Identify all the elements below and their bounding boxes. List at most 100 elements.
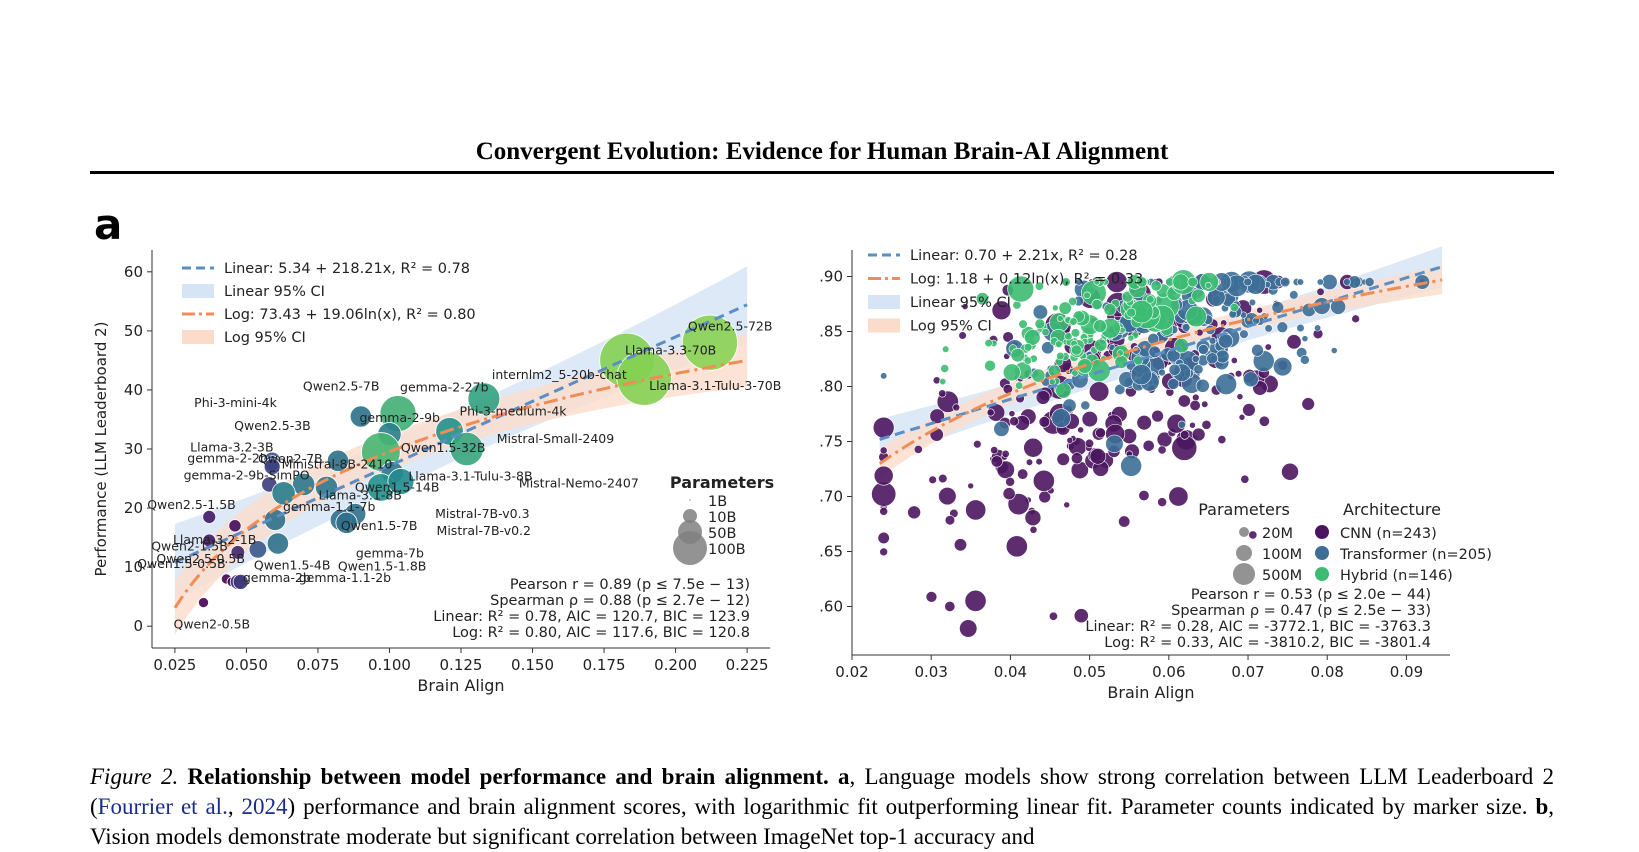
- data-point: [1148, 345, 1161, 359]
- log-ci-band: [879, 265, 1443, 478]
- y-tick-label: 0.60: [820, 598, 843, 616]
- data-point: [944, 601, 956, 612]
- data-point: [1258, 415, 1270, 427]
- data-point: [1048, 611, 1058, 621]
- point-label: Llama-3.2-3B: [190, 440, 273, 455]
- chart-a: a Qwen2.5-72B Llama-3.3-70B Llama-3.1-Tulu-…: [92, 200, 781, 695]
- panel-label: a: [94, 205, 122, 249]
- point-label: gemma-2-9b: [359, 410, 440, 425]
- data-point: [907, 505, 921, 520]
- data-point: [1068, 297, 1077, 306]
- x-tick-label: 0.225: [726, 656, 769, 674]
- data-point: [1238, 413, 1246, 421]
- data-point: [984, 359, 996, 372]
- y-tick-label: 0.85: [820, 323, 843, 341]
- data-point: [1177, 420, 1186, 429]
- data-point: [1008, 410, 1016, 418]
- architecture-legend-marker: [1315, 525, 1329, 539]
- data-point: [880, 372, 888, 380]
- data-point: [1052, 304, 1059, 312]
- data-point: [941, 345, 950, 353]
- data-point: [1316, 278, 1324, 286]
- data-point: [991, 300, 1012, 321]
- y-tick-label: 0.65: [820, 543, 843, 561]
- data-point: [1240, 474, 1250, 484]
- data-point: [990, 455, 1003, 468]
- data-point: [1189, 421, 1196, 429]
- point-label: gemma-1.1-2b: [299, 570, 391, 585]
- point-label: Llama-3.3-70B: [625, 342, 716, 357]
- data-point: [877, 531, 890, 545]
- page-title: Convergent Evolution: Evidence for Human…: [475, 138, 1169, 165]
- figure-caption: Figure 2. Relationship between model per…: [90, 762, 1554, 852]
- data-point: [349, 405, 372, 428]
- x-tick-label: 0.200: [654, 656, 697, 674]
- citation-author-link[interactable]: Fourrier et al.: [97, 794, 228, 819]
- data-point: [1025, 458, 1034, 466]
- legend-log-ci-text: Log 95% CI: [910, 319, 992, 335]
- data-point: [928, 475, 937, 485]
- point-label: gemma-2b: [243, 570, 311, 585]
- data-point: [984, 338, 993, 348]
- architecture-legend-label: CNN (n=243): [1340, 526, 1437, 542]
- point-label: Phi-3-mini-4k: [194, 395, 277, 410]
- data-point: [1158, 368, 1166, 377]
- data-point: [1071, 369, 1079, 377]
- data-point: [1023, 437, 1043, 458]
- y-tick-label: 0.70: [820, 488, 843, 506]
- data-point: [958, 331, 967, 340]
- data-point: [1032, 304, 1048, 320]
- data-point: [1264, 343, 1272, 351]
- point-label: Llama-3.1-Tulu-3-8B: [408, 469, 532, 484]
- data-point: [975, 292, 990, 306]
- data-point: [1009, 416, 1019, 427]
- size-legend-title: Parameters: [1198, 500, 1290, 519]
- stats-line: Linear: R² = 0.78, AIC = 120.7, BIC = 12…: [433, 609, 750, 625]
- data-point: [1146, 295, 1155, 304]
- data-point: [1031, 368, 1046, 383]
- data-point: [1064, 332, 1073, 341]
- data-point: [1364, 277, 1375, 287]
- point-label: Llama-3.2-1B: [173, 532, 256, 547]
- data-point: [964, 589, 987, 612]
- citation-separator: ,: [227, 794, 242, 819]
- data-point: [271, 481, 296, 506]
- data-point: [1185, 305, 1207, 328]
- y-tick-label: 30: [124, 440, 143, 458]
- size-legend-label: 10B: [708, 510, 736, 526]
- y-tick-label: 0.75: [820, 433, 843, 451]
- data-point: [1206, 352, 1219, 365]
- point-label: Qwen2.5-0.5B: [156, 551, 245, 566]
- x-tick-label: 0.125: [440, 656, 483, 674]
- data-point: [952, 403, 961, 412]
- data-point: [1192, 393, 1200, 402]
- data-point: [1157, 445, 1167, 455]
- data-point: [939, 377, 947, 386]
- point-label: Qwen1.5-14B: [355, 479, 440, 494]
- data-point: [1201, 419, 1212, 430]
- data-point: [1136, 415, 1152, 431]
- data-point: [872, 416, 895, 439]
- data-point: [1083, 291, 1091, 300]
- data-point: [1271, 301, 1285, 314]
- data-point: [1256, 306, 1263, 314]
- data-point: [1230, 357, 1238, 364]
- y-tick-label: 0.90: [820, 268, 843, 286]
- data-point: [938, 389, 947, 398]
- data-point: [1007, 493, 1030, 516]
- data-point: [1017, 468, 1029, 480]
- y-tick-label: 10: [124, 558, 143, 576]
- data-point: [1077, 426, 1084, 434]
- stats-line: Spearman ρ = 0.47 (p ≤ 2.5e − 33): [1171, 603, 1431, 619]
- y-tick-label: 50: [124, 322, 143, 340]
- legend-log-ci-swatch: [868, 318, 900, 333]
- data-point: [1126, 307, 1137, 318]
- y-tick-label: 0.80: [820, 378, 843, 396]
- data-point: [1066, 437, 1074, 444]
- legend-linear-ci-text: Linear 95% CI: [910, 295, 1011, 311]
- citation-year-link[interactable]: 2024: [241, 794, 288, 819]
- point-label: Qwen1.5-32B: [401, 440, 486, 455]
- size-legend-label: 1B: [708, 494, 727, 510]
- size-legend-label: 50B: [708, 526, 736, 542]
- data-point: [1035, 390, 1051, 405]
